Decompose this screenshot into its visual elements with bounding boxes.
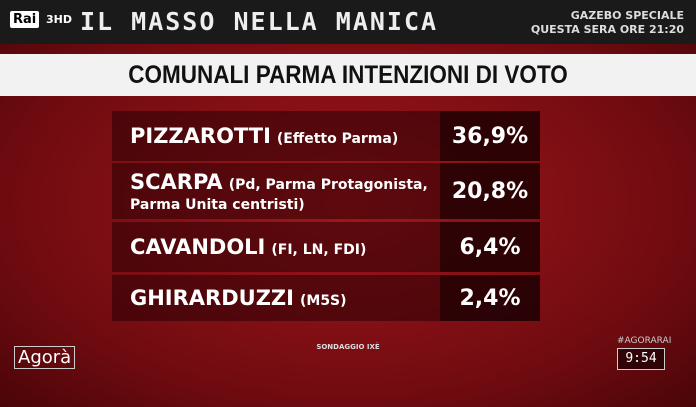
candidate-name: CAVANDOLI — [130, 235, 266, 259]
party: (Effetto Parma) — [276, 131, 399, 147]
promo-line: GAZEBO SPECIALE — [570, 9, 684, 22]
row-text: SCARPA (Pd, Parma Protagonista, Parma Uni… — [130, 170, 430, 213]
vote-share: 36,9% — [440, 111, 540, 161]
clock: 9:54 — [617, 348, 665, 370]
promo: GAZEBO SPECIALE QUESTA SERA ORE 21:20 — [531, 9, 684, 37]
channel-logo: Rai — [10, 11, 40, 28]
row-label: CAVANDOLI (FI, LN, FDI) — [130, 222, 430, 272]
table-row: GHIRARDUZZI (M5S) 2,4% — [112, 275, 540, 321]
party: (FI, LN, FDI) — [271, 242, 367, 258]
row-text: PIZZAROTTI (Effetto Parma) — [130, 124, 398, 148]
candidate-name: GHIRARDUZZI — [130, 286, 294, 310]
row-label: SCARPA (Pd, Parma Protagonista, Parma Uni… — [130, 163, 430, 219]
party: (Pd, Parma Protagonista, Parma Unita cen… — [130, 176, 428, 213]
promo-line: QUESTA SERA ORE 21:20 — [530, 23, 684, 36]
row-label: GHIRARDUZZI (M5S) — [130, 275, 430, 321]
channel-suffix: 3HD — [46, 13, 72, 26]
vote-share: 20,8% — [440, 163, 540, 219]
table-row: CAVANDOLI (FI, LN, FDI) 6,4% — [112, 222, 540, 272]
row-label: PIZZAROTTI (Effetto Parma) — [130, 111, 430, 161]
table-row: SCARPA (Pd, Parma Protagonista, Parma Uni… — [112, 163, 540, 219]
hashtag: #AGORARAI — [617, 336, 672, 346]
vote-share: 6,4% — [440, 222, 540, 272]
row-text: CAVANDOLI (FI, LN, FDI) — [130, 235, 366, 259]
vote-share: 2,4% — [440, 275, 540, 321]
top-bar: Rai 3HD IL MASSO NELLA MANICA GAZEBO SPE… — [0, 0, 696, 44]
row-text: GHIRARDUZZI (M5S) — [130, 286, 347, 310]
title-band: COMUNALI PARMA INTENZIONI DI VOTO — [0, 54, 696, 96]
title: COMUNALI PARMA INTENZIONI DI VOTO — [128, 61, 568, 89]
candidate-name: SCARPA — [130, 169, 223, 194]
show-title: IL MASSO NELLA MANICA — [80, 7, 439, 36]
table-row: PIZZAROTTI (Effetto Parma) 36,9% — [112, 111, 540, 161]
source: SONDAGGIO IXÈ — [316, 343, 380, 351]
program-logo: Agorà — [14, 346, 76, 369]
party: (M5S) — [299, 293, 347, 309]
candidate-name: PIZZAROTTI — [130, 124, 271, 148]
